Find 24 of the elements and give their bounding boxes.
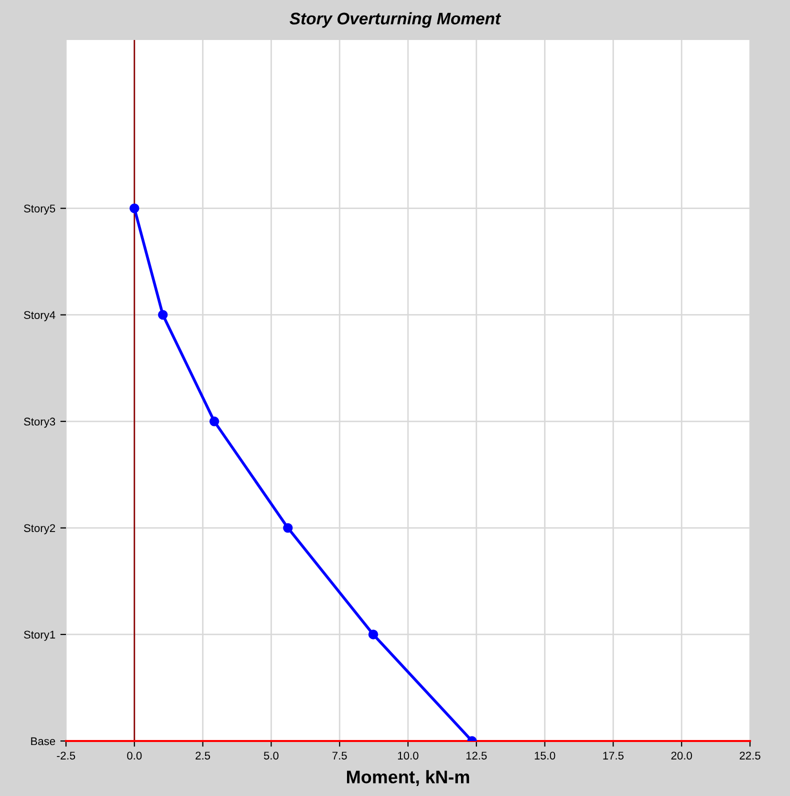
y-tick-label: Story1 [24, 630, 56, 641]
x-tick-label: 7.5 [332, 752, 347, 760]
x-tick-label: 2.5 [196, 752, 210, 760]
y-tick-label: Story2 [24, 524, 56, 534]
point [158, 310, 168, 320]
point [209, 416, 220, 426]
point [283, 523, 293, 533]
x-tick-label: 0.0 [127, 752, 142, 760]
x-tick-label: 22.5 [740, 752, 760, 760]
point [368, 630, 378, 640]
x-tick-label: -2.5 [56, 752, 76, 760]
x-tick-label: 15.0 [534, 752, 556, 760]
x-tick-label: 20.0 [671, 752, 692, 760]
x-tick-label: 17.5 [603, 752, 624, 760]
y-tick-label: Story5 [24, 204, 56, 215]
y-tick-label: Story3 [24, 418, 56, 428]
chart-title: Story Overturning Moment [290, 12, 502, 28]
point [130, 203, 140, 214]
y-tick-label: Story4 [24, 311, 56, 322]
x-tick-label: 12.5 [466, 752, 487, 760]
y-tick-label: Base [31, 737, 56, 746]
x-tick-label: 5.0 [264, 752, 278, 760]
x-axis-title: Moment, kN-m [347, 770, 470, 786]
x-tick-label: 10.0 [398, 752, 418, 760]
